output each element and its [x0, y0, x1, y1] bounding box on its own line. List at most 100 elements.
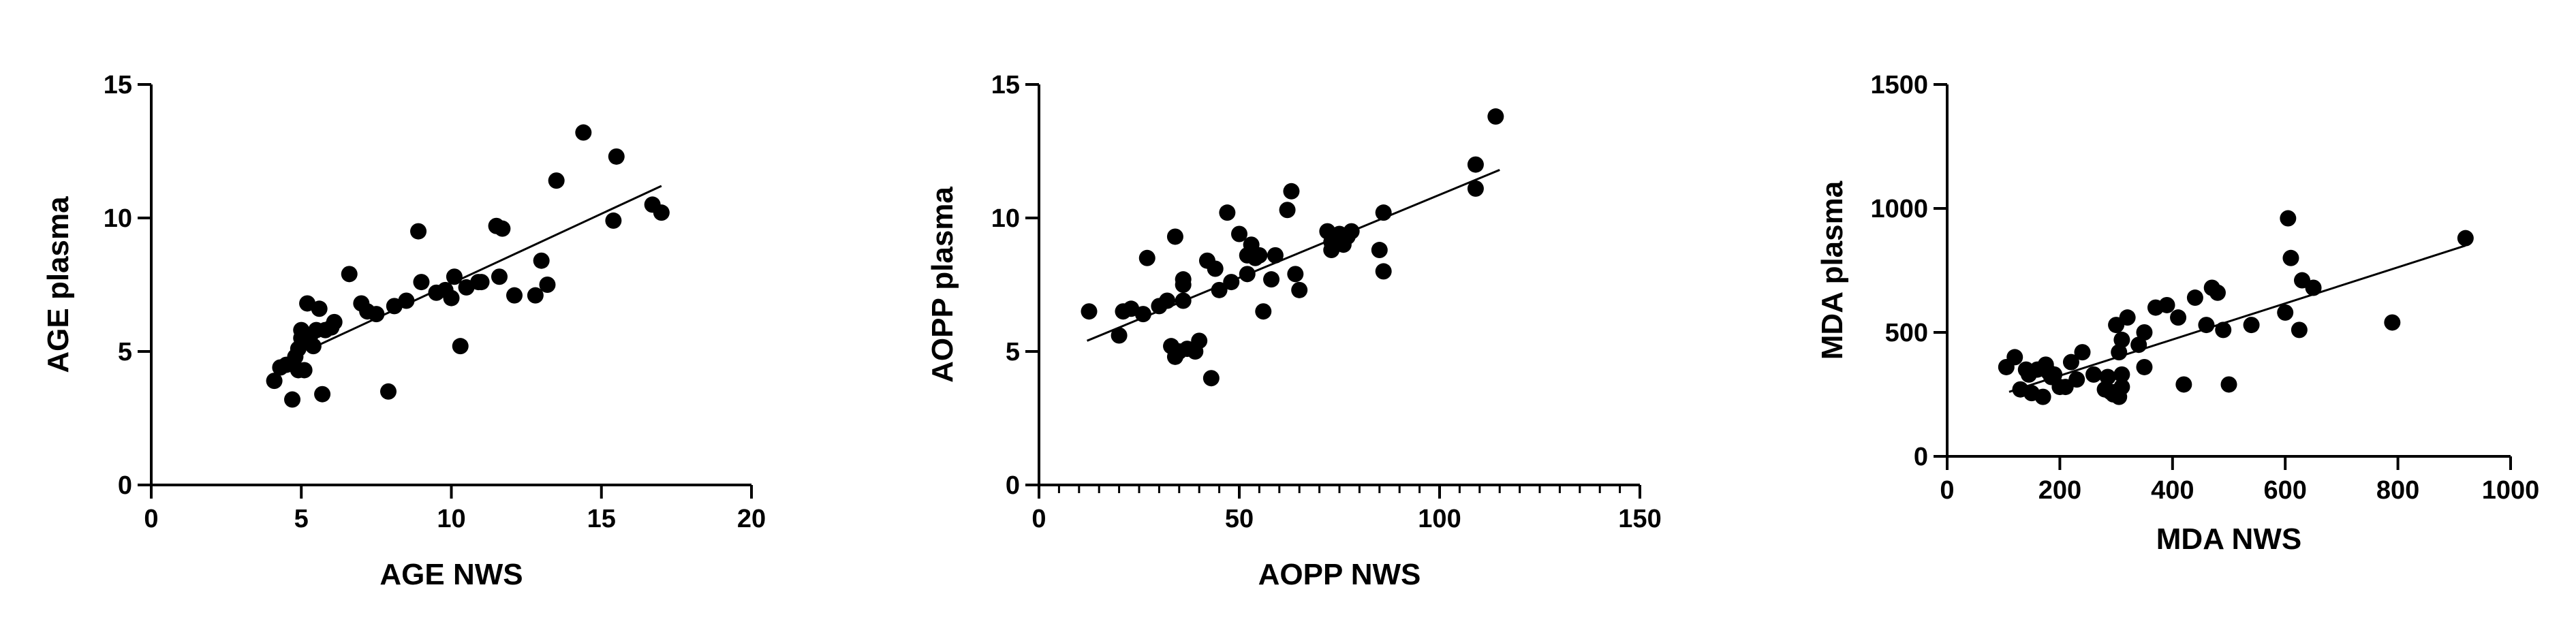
data-point	[2209, 284, 2226, 301]
data-point	[2085, 366, 2102, 383]
data-point	[1223, 274, 1240, 291]
aopp-scatter-chart: 0 50 100 150 0 5 10 15 AOPP NWS AOPP plasma	[926, 71, 1662, 591]
data-point	[446, 268, 463, 285]
data-point	[2062, 354, 2079, 371]
x-tick-label: 200	[2038, 476, 2081, 505]
x-tick-label: 20	[737, 505, 766, 533]
data-point	[1283, 183, 1300, 200]
data-point	[1287, 266, 1304, 283]
data-point	[1239, 266, 1256, 283]
data-point	[266, 373, 283, 390]
data-point	[2113, 331, 2130, 348]
data-point	[473, 274, 490, 291]
data-point	[1202, 370, 1220, 387]
y-tick-label: 1500	[1870, 71, 1928, 99]
data-point	[326, 313, 343, 330]
data-point	[2068, 371, 2085, 388]
data-point	[1487, 108, 1504, 125]
data-point	[1159, 292, 1176, 309]
data-point	[398, 292, 415, 309]
data-point	[1255, 303, 1272, 320]
y-axis-title: AOPP plasma	[926, 187, 959, 383]
data-point	[533, 252, 550, 269]
y-axis-title: AGE plasma	[42, 196, 75, 373]
data-point	[2136, 324, 2153, 341]
data-point	[296, 362, 313, 379]
data-point	[2111, 344, 2128, 361]
y-tick-label: 0	[1914, 443, 1928, 471]
chart-panel-mda: 0 200 400 600 800 1000 0 500 1000 1500 MDA NWS MD…	[1771, 0, 2576, 628]
data-point	[2291, 321, 2308, 339]
data-point	[2113, 366, 2130, 383]
data-point	[284, 391, 301, 408]
data-point	[1231, 225, 1247, 242]
data-point	[2280, 210, 2297, 227]
data-point	[1291, 281, 1308, 298]
data-point	[1375, 263, 1392, 280]
x-tick-label: 0	[1031, 505, 1046, 533]
data-point	[1467, 180, 1484, 197]
x-tick-label: 400	[2151, 476, 2194, 505]
data-point	[1111, 327, 1128, 344]
x-tick-label: 10	[437, 505, 465, 533]
data-point	[1211, 281, 1228, 298]
data-point	[368, 306, 385, 323]
data-point	[2099, 368, 2116, 386]
data-point	[314, 386, 331, 403]
data-point	[2175, 376, 2192, 393]
data-point	[2130, 336, 2147, 354]
y-tick-label: 0	[118, 471, 132, 500]
data-point	[491, 268, 508, 285]
data-point	[2119, 309, 2136, 326]
x-axis-title: AGE NWS	[379, 558, 523, 591]
y-tick-label: 500	[1885, 319, 1928, 347]
y-tick-label: 10	[991, 204, 1020, 233]
data-point	[305, 338, 322, 355]
data-point	[2034, 388, 2051, 405]
x-tick-label: 800	[2376, 476, 2419, 505]
mda-scatter-chart: 0 200 400 600 800 1000 0 500 1000 1500 MDA NWS MD…	[1816, 71, 2540, 556]
x-axis-title: AOPP NWS	[1258, 558, 1421, 591]
chart-panel-aopp: 0 50 100 150 0 5 10 15 AOPP NWS AOPP plasma	[886, 0, 1744, 628]
y-tick-label: 5	[118, 338, 132, 366]
y-tick-label: 5	[1006, 338, 1020, 366]
data-point	[1371, 242, 1388, 259]
data-point	[2006, 349, 2023, 366]
data-point	[548, 172, 565, 189]
data-point	[1251, 247, 1268, 264]
data-point	[2220, 376, 2237, 393]
data-point	[1191, 332, 1208, 349]
x-tick-label: 1000	[2482, 476, 2540, 505]
data-point	[410, 223, 427, 240]
data-point	[1375, 204, 1392, 221]
data-point	[2305, 279, 2322, 296]
data-point	[452, 338, 469, 355]
x-tick-label: 600	[2263, 476, 2306, 505]
data-point	[2113, 379, 2130, 396]
data-point	[2158, 296, 2175, 313]
data-point	[605, 212, 622, 229]
x-tick-label: 50	[1225, 505, 1254, 533]
data-point	[2074, 344, 2091, 361]
data-point	[653, 204, 670, 221]
x-axis-title: MDA NWS	[2156, 522, 2301, 556]
data-point	[341, 266, 358, 283]
x-tick-label: 100	[1418, 505, 1461, 533]
data-point	[1175, 277, 1192, 293]
data-point	[2243, 317, 2260, 334]
x-tick-label: 150	[1618, 505, 1661, 533]
data-point	[2277, 304, 2294, 321]
data-point	[608, 148, 625, 165]
data-point	[1166, 228, 1183, 245]
data-point	[311, 300, 328, 317]
regression-line	[315, 185, 662, 347]
data-point	[2170, 309, 2187, 326]
age-scatter-chart: 0 5 10 15 20 0 5 10 15 AGE NWS AGE plasma	[42, 71, 766, 591]
data-point	[575, 124, 592, 141]
y-axis-title: MDA plasma	[1816, 180, 1849, 360]
data-point	[1343, 223, 1360, 240]
y-tick-label: 15	[104, 71, 132, 99]
data-point	[2384, 314, 2401, 331]
data-point	[1279, 202, 1296, 219]
data-point	[527, 287, 544, 304]
